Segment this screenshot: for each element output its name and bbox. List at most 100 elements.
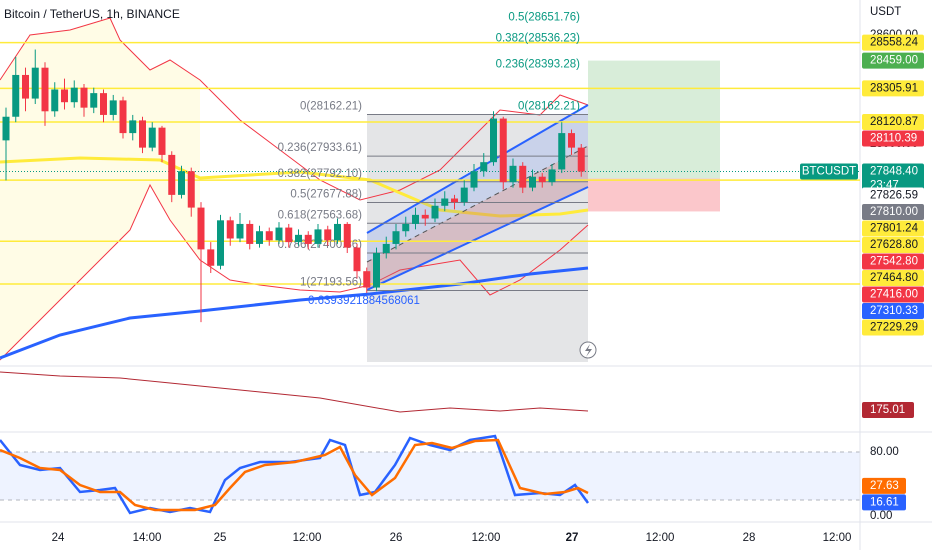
candle-body — [129, 120, 137, 134]
candle-body — [246, 223, 254, 244]
candle-body — [80, 87, 88, 108]
candle-body — [548, 169, 556, 183]
time-label: 12:00 — [293, 532, 322, 544]
candle-body — [568, 133, 575, 148]
candle-body — [460, 187, 468, 203]
last-price: 27848.40 — [870, 166, 918, 178]
price-tag: 28459.00 — [870, 55, 918, 67]
price-tag-bg — [862, 220, 924, 237]
candle-body — [61, 89, 68, 103]
price-tag-bg — [862, 303, 924, 320]
candle-body — [109, 100, 117, 115]
candle-body — [519, 165, 527, 188]
candle-body — [490, 118, 497, 163]
time-label: 28 — [743, 532, 756, 544]
time-label: 27 — [566, 532, 579, 544]
candle-body — [22, 74, 29, 99]
channel-upper — [366, 104, 589, 234]
candle-body — [558, 133, 566, 170]
candle-body — [353, 247, 361, 272]
candle-body — [265, 231, 273, 241]
candle-body — [148, 127, 156, 148]
stoch-tag-bg — [862, 477, 906, 494]
time-label: 24 — [52, 532, 65, 544]
candle-body — [275, 227, 283, 241]
candle-body — [256, 231, 263, 244]
price-tag: 27628.80 — [870, 239, 918, 251]
indicator-tag-bg — [862, 402, 914, 418]
channel-mid — [366, 145, 589, 263]
price-tag: 27310.33 — [870, 305, 918, 317]
candle-body — [334, 223, 341, 241]
price-tag: 28110.39 — [870, 133, 917, 145]
stoch-tag-bg — [862, 494, 906, 511]
stoch-scale-label: 0.00 — [870, 510, 892, 522]
symbol-title: Bitcoin / TetherUS, 1h, BINANCE — [4, 7, 180, 21]
channel-lower — [366, 186, 589, 291]
price-tag-bg — [862, 34, 924, 51]
candle-body — [236, 223, 244, 239]
candle-body — [51, 89, 59, 112]
time-label: 14:00 — [133, 532, 162, 544]
channel-fill — [367, 105, 588, 290]
stoch-d — [0, 438, 589, 512]
fib-label: 0.236(28393.28) — [496, 59, 581, 71]
loss-zone — [588, 178, 720, 212]
candle-body — [314, 229, 322, 244]
candle-body — [41, 67, 49, 112]
indicator-tag: 175.01 — [870, 404, 905, 416]
price-tag-bg — [862, 270, 924, 287]
price-tag: 28558.24 — [870, 37, 919, 49]
currency: USDT — [870, 6, 901, 18]
price-tag: 27542.80 — [870, 256, 918, 268]
price-tag-bg — [862, 319, 924, 336]
fib-label: 0(28162.21) — [300, 101, 362, 113]
candle-body — [2, 116, 10, 141]
candle-body — [412, 214, 419, 224]
price-tag-bg — [862, 253, 924, 270]
price-tag-bg — [862, 204, 924, 221]
candle-body — [382, 243, 390, 254]
fib-label: 0.382(28536.23) — [496, 33, 581, 45]
price-tag-bg — [862, 80, 924, 97]
candle-body — [285, 227, 293, 243]
candle-body — [90, 93, 98, 108]
stoch-band — [0, 452, 860, 500]
candle-body — [373, 253, 380, 288]
candle-body — [421, 214, 429, 219]
time-label: 12:00 — [472, 532, 501, 544]
bollinger-upper — [0, 17, 589, 201]
price-tag-bg — [862, 286, 924, 303]
candle-body — [499, 118, 507, 183]
time-label: 12:00 — [823, 532, 852, 544]
time-label: 26 — [390, 532, 403, 544]
candle-body — [431, 205, 439, 219]
candle-body — [451, 198, 458, 203]
candle-body — [304, 234, 312, 244]
fib-ratio: 0.6393921884568061 — [308, 295, 420, 307]
symbol-name-bg — [800, 163, 858, 180]
candle-body — [324, 229, 332, 241]
fib-label: 1(27193.56) — [300, 277, 362, 289]
alert-icon[interactable] — [579, 341, 597, 359]
candle-body — [402, 223, 410, 232]
price-tag: 27826.59 — [870, 190, 918, 202]
fib-label: 0.618(27563.68) — [278, 209, 363, 221]
price-tag: 27810.00 — [870, 206, 918, 218]
candle-body — [207, 249, 215, 266]
candle-body — [226, 220, 234, 239]
candle-body — [480, 162, 488, 172]
moving-average-blue — [0, 266, 589, 360]
price-tag-bg — [862, 114, 924, 131]
candle-body — [139, 120, 146, 148]
candle-body — [295, 234, 302, 243]
candle-body — [31, 67, 39, 99]
fib-label: 0.236(27933.61) — [278, 142, 363, 154]
fib-label: 0.5(27677.88) — [290, 189, 362, 201]
candle-body — [529, 176, 536, 188]
candle-body — [441, 198, 449, 206]
candle-body — [70, 87, 78, 103]
candle-body — [119, 100, 127, 134]
